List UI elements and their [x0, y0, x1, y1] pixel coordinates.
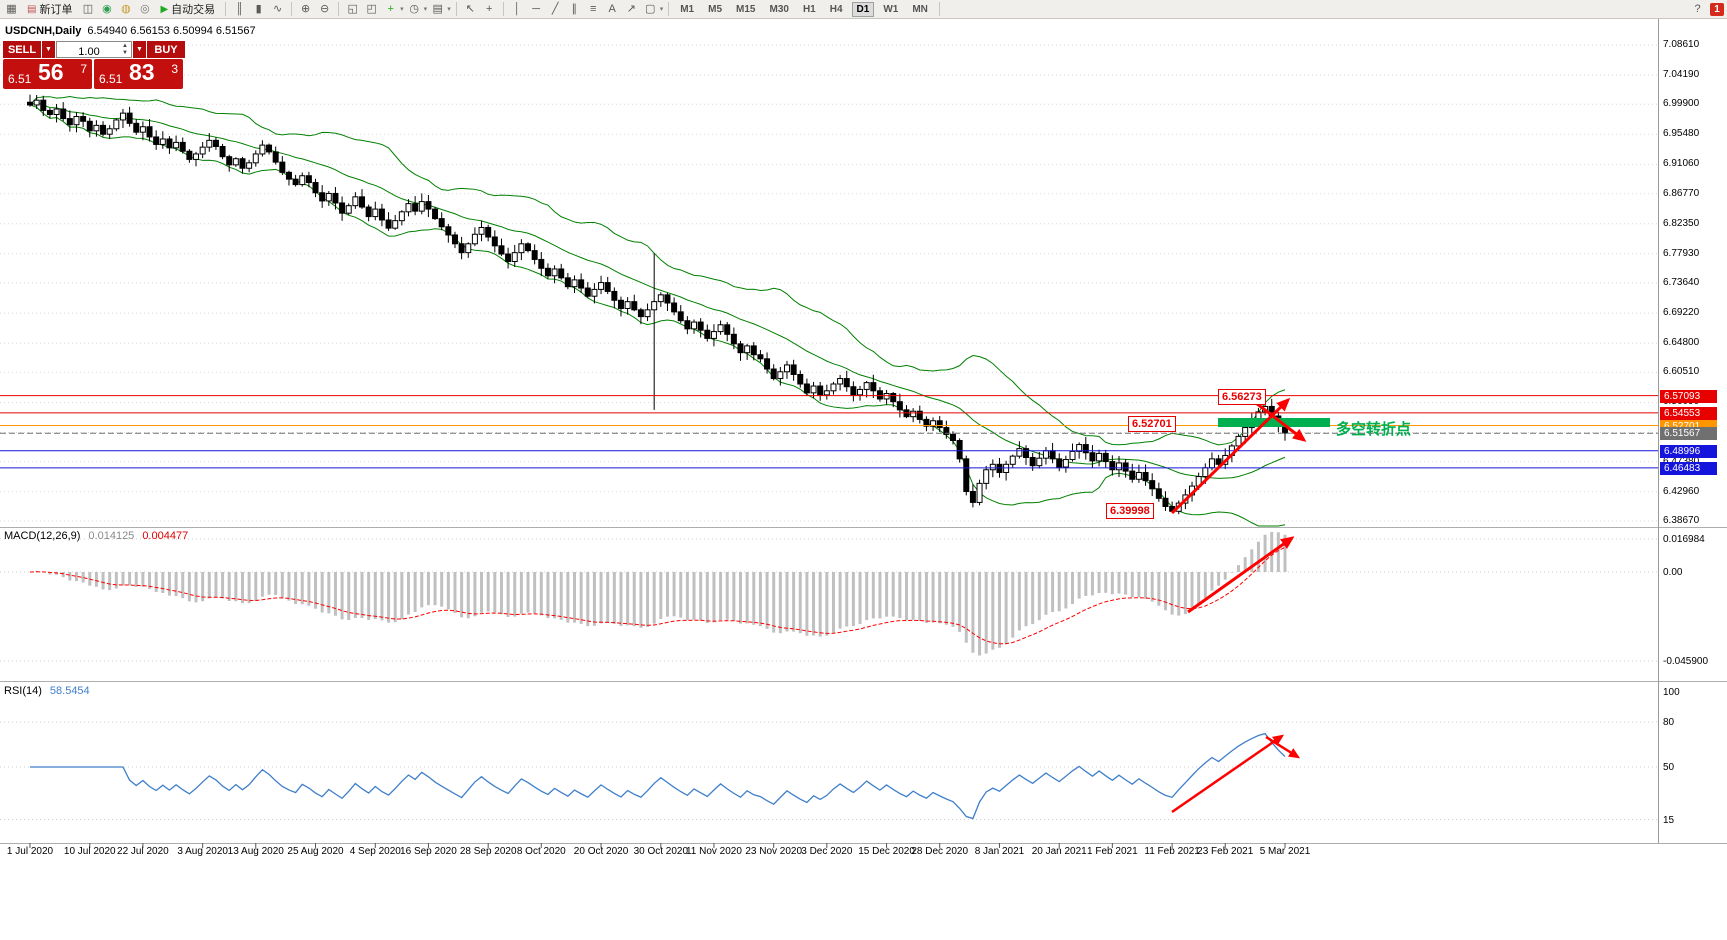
shapes-icon-caret[interactable]: ▾	[659, 6, 664, 13]
mailbox-icon[interactable]: ◍	[121, 3, 131, 15]
buy-dropdown-caret-icon[interactable]: ▼	[133, 41, 146, 58]
sell-price-point: 7	[80, 62, 87, 76]
channel-icon[interactable]: ∥	[571, 3, 577, 15]
line-chart-type-icon[interactable]: ∿	[273, 3, 283, 15]
toolbar-separator	[938, 2, 940, 16]
toolbar-right-group: ? 1	[1689, 1, 1724, 17]
new-order-button-label: 新订单	[39, 4, 73, 16]
new-chart-icon[interactable]: ▦	[6, 3, 17, 15]
toolbar-separator	[338, 2, 340, 16]
chart-profiles-icon[interactable]: ◫	[82, 3, 94, 15]
arrange-windows-icon[interactable]: ◰	[366, 3, 377, 15]
toolbar-separator	[668, 2, 670, 16]
zoom-in-icon[interactable]: ⊕	[301, 3, 311, 15]
shapes-icon[interactable]: ▢	[645, 3, 656, 15]
timeframe-w1[interactable]: W1	[883, 3, 899, 15]
sell-price-base: 6.51	[8, 72, 32, 86]
main-toolbar: ▦ ▤ 新订单 ◫ ◉ ◍ ◎ ▶ 自动交易 ║ ▮ ∿ ⊕ ⊖ ◱ ◰ + ▾ ◷ ▾ ▤ ▾ ↖ + │ ─ ╱ ∥ ≡ A ↗ ▢ ▾ M1…	[0, 0, 1727, 19]
cursor-icon[interactable]: ↖	[465, 3, 475, 15]
autotrading-button-icon: ▶	[160, 3, 169, 15]
volume-box: ▲▼	[56, 41, 132, 60]
macd-name: MACD(12,26,9)	[4, 530, 81, 542]
news-icon[interactable]: ◎	[140, 3, 150, 15]
arrow-tool-icon[interactable]: ↗	[626, 3, 636, 15]
periods-icon[interactable]: ◷	[409, 3, 419, 15]
toolbar-separator	[502, 2, 504, 16]
trendline-icon[interactable]: ╱	[551, 3, 559, 15]
indicators-icon[interactable]: +	[387, 3, 394, 15]
periods-icon-caret[interactable]: ▾	[423, 6, 428, 13]
macd-main-value: 0.014125	[88, 530, 135, 542]
candlestick-type-icon[interactable]: ▮	[255, 3, 262, 15]
sell-price-box[interactable]: 6.51 56 7	[3, 59, 92, 89]
toolbar-separator	[291, 2, 293, 16]
timeframe-m30[interactable]: M30	[769, 3, 789, 15]
sell-price-pips: 56	[38, 59, 64, 85]
annotation-note-text: 多空转折点	[1336, 421, 1412, 438]
timeframe-m15[interactable]: M15	[736, 3, 756, 15]
sell-dropdown-caret-icon[interactable]: ▼	[42, 41, 55, 58]
zoom-out-icon[interactable]: ⊖	[320, 3, 330, 15]
buy-price-pips: 83	[129, 59, 155, 85]
new-order-button-icon: ▤	[27, 3, 37, 15]
autotrading-button-label: 自动交易	[171, 4, 216, 16]
templates-icon-caret[interactable]: ▾	[447, 6, 451, 13]
help-icon[interactable]: ?	[1694, 3, 1701, 15]
buy-button[interactable]: BUY	[147, 41, 185, 58]
rsi-value: 58.5454	[49, 685, 90, 697]
buy-price-point: 3	[171, 62, 178, 76]
alerts-icon[interactable]: ◉	[102, 3, 112, 15]
bar-chart-type-icon[interactable]: ║	[235, 3, 244, 15]
timeframe-m5[interactable]: M5	[708, 3, 723, 15]
volume-input[interactable]	[57, 44, 131, 60]
vertical-line-icon[interactable]: │	[513, 3, 521, 15]
fibonacci-icon[interactable]: ≡	[589, 3, 597, 15]
volume-spinner[interactable]: ▲ ▼	[122, 42, 128, 56]
timeframe-h4[interactable]: H4	[829, 3, 843, 15]
timeframe-mn[interactable]: MN	[912, 3, 928, 15]
tile-windows-icon[interactable]: ◱	[347, 3, 358, 15]
symbol-ohlc: 6.54940 6.56153 6.50994 6.51567	[87, 25, 256, 37]
new-order-button[interactable]: ▤ 新订单	[22, 1, 77, 17]
notification-badge[interactable]: 1	[1710, 2, 1724, 16]
toolbar-separator	[455, 2, 457, 16]
autotrading-button[interactable]: ▶ 自动交易	[155, 1, 220, 17]
timeframe-d1[interactable]: D1	[851, 1, 875, 17]
templates-icon[interactable]: ▤	[432, 3, 443, 15]
symbol-info-bar: USDCNH,Daily 6.54940 6.56153 6.50994 6.51…	[5, 25, 256, 37]
rsi-name: RSI(14)	[4, 685, 42, 697]
macd-signal-value: 0.004477	[142, 530, 189, 542]
buy-price-box[interactable]: 6.51 83 3	[94, 59, 183, 89]
timeframe-h1[interactable]: H1	[802, 3, 816, 15]
sell-button[interactable]: SELL	[3, 41, 41, 58]
rsi-label: RSI(14) 58.5454	[4, 685, 90, 697]
indicators-icon-caret[interactable]: ▾	[400, 6, 404, 13]
toolbar-separator	[225, 2, 227, 16]
horizontal-line-icon[interactable]: ─	[532, 3, 541, 15]
buy-price-base: 6.51	[99, 72, 123, 86]
one-click-trading-panel: SELL ▼ ▲▼ ▼ BUY 6.51 56 7 6.51 83 3	[3, 41, 185, 89]
text-label-icon[interactable]: A	[608, 3, 616, 15]
symbol-name: USDCNH,Daily	[5, 25, 82, 37]
macd-label: MACD(12,26,9) 0.014125 0.004477	[4, 530, 188, 542]
crosshair-icon[interactable]: +	[485, 3, 493, 15]
trend-arrows	[1170, 397, 1307, 814]
timeframe-m1[interactable]: M1	[680, 3, 695, 15]
